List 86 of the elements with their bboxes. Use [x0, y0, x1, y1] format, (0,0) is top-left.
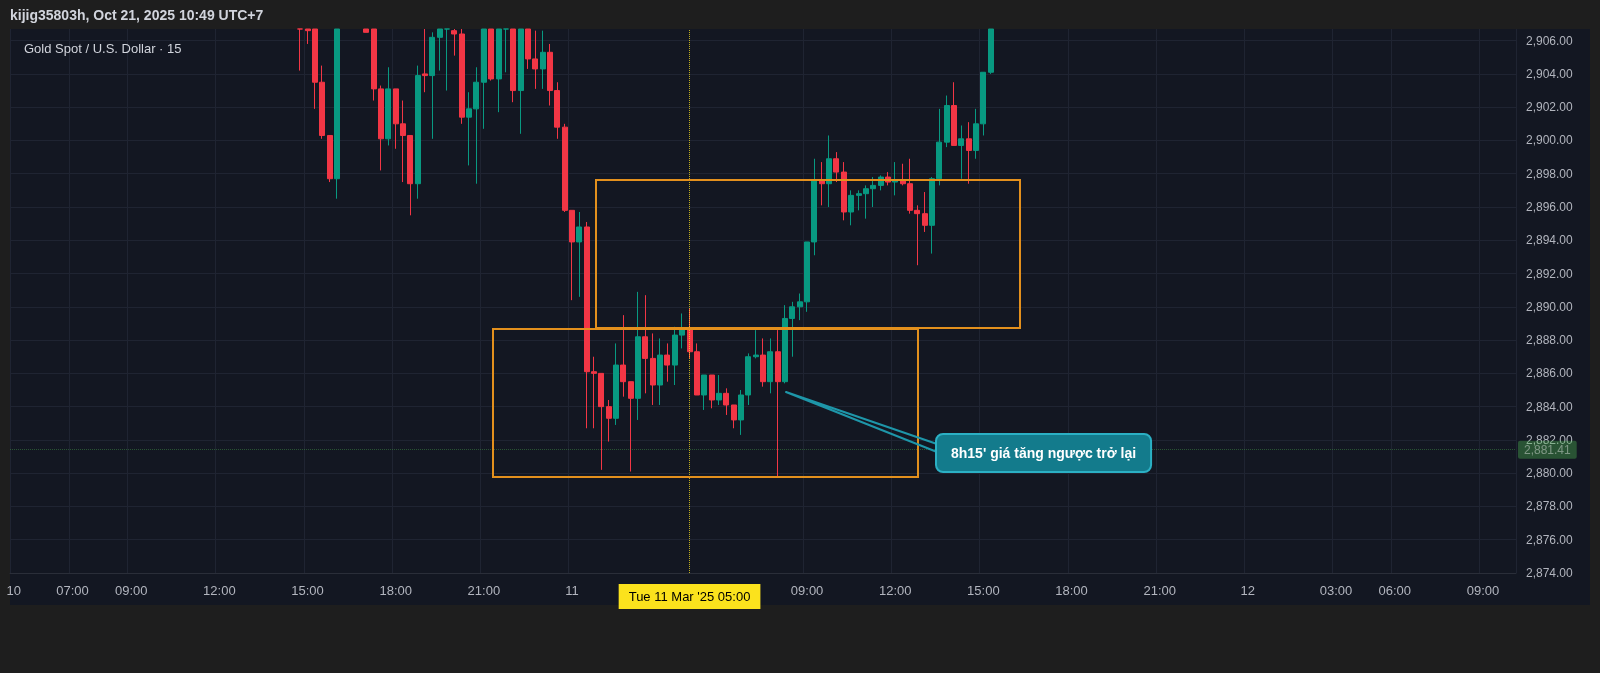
- candlestick: [848, 189, 854, 226]
- y-tick-label: 2,898.00: [1526, 166, 1574, 181]
- y-tick-label: 2,894.00: [1526, 233, 1574, 248]
- x-tick-label: 12:00: [203, 583, 236, 598]
- candlestick: [826, 134, 832, 208]
- candlestick: [731, 404, 737, 429]
- candlestick: [363, 28, 369, 33]
- x-tick-label: 10: [6, 583, 21, 598]
- candlestick: [496, 28, 502, 113]
- y-tick-label: 2,904.00: [1526, 66, 1574, 81]
- candlestick: [767, 337, 773, 394]
- y-tick-label: 2,874.00: [1526, 566, 1574, 580]
- candlestick: [385, 66, 391, 146]
- candlestick: [833, 151, 839, 183]
- y-tick-label: 2,906.00: [1526, 33, 1574, 48]
- candlestick: [657, 337, 663, 406]
- candlestick: [944, 95, 950, 148]
- candlestick: [437, 28, 443, 72]
- x-tick-label: 03:00: [1319, 583, 1353, 598]
- candlestick: [951, 81, 957, 146]
- candlestick: [664, 342, 670, 383]
- candlestick: [334, 28, 340, 200]
- candlestick: [488, 28, 494, 82]
- candlestick: [481, 28, 487, 130]
- candlestick: [327, 134, 333, 183]
- candlestick: [841, 161, 847, 221]
- candlestick: [723, 387, 729, 416]
- y-tick-label: 2,900.00: [1526, 133, 1574, 148]
- x-tick-label: 21:00: [467, 583, 501, 598]
- candlestick: [444, 28, 450, 92]
- candlestick: [613, 342, 619, 426]
- candlestick: [628, 381, 634, 473]
- y-tick-label: 2,880.00: [1526, 466, 1574, 481]
- candlestick: [459, 28, 465, 125]
- text: Gold Spot / U.S. Dollar · 15: [24, 41, 182, 56]
- x-tick-label: 18:00: [379, 583, 412, 598]
- annotation: 8h15' giá tăng ngược trở lại: [951, 445, 1137, 461]
- y-tick-label: 2,892.00: [1526, 266, 1574, 281]
- y-tick-label: 2,876.00: [1526, 532, 1574, 547]
- x-tick-label: 15:00: [291, 583, 324, 598]
- candlestick: [620, 314, 626, 398]
- candlestick: [760, 337, 766, 388]
- candlestick: [429, 31, 435, 140]
- x-tick-label: 12: [1240, 583, 1256, 598]
- candlestick: [297, 28, 303, 72]
- y-tick-label: 2,902.00: [1526, 100, 1574, 115]
- y-tick-label: 2,890.00: [1526, 299, 1574, 314]
- candlestick: [775, 329, 781, 478]
- x-tick-label: 09:00: [114, 583, 148, 598]
- x-tick-label: 11: [565, 583, 579, 598]
- candlestick: [576, 211, 582, 298]
- x-tick-label: 09:00: [790, 583, 824, 598]
- candlestick: [958, 124, 964, 180]
- candlestick: [606, 399, 612, 443]
- x-tick-label: 18:00: [1055, 583, 1088, 598]
- candlestick: [451, 28, 457, 57]
- candlestick: [709, 374, 715, 409]
- candlestick: [503, 28, 509, 73]
- candlestick: [415, 65, 421, 200]
- candlestick: [922, 191, 928, 233]
- x-tick-label: 21:00: [1143, 583, 1176, 598]
- y-tick-label: 2,878.00: [1526, 499, 1574, 514]
- x-tick-label: 12:00: [878, 583, 912, 598]
- candlestick: [716, 374, 722, 406]
- candlestick: [642, 294, 648, 394]
- y-tick-label: 2,884.00: [1526, 399, 1574, 414]
- candlestick: [510, 28, 516, 103]
- candlestick: [988, 28, 994, 75]
- x-tick-label: 15:00: [967, 583, 1000, 598]
- candlestick: [753, 329, 759, 359]
- x-tick-label: 09:00: [1466, 583, 1500, 598]
- y-tick-label: 2,896.00: [1526, 200, 1574, 215]
- candlestick: [701, 374, 707, 411]
- candlestick: [966, 121, 972, 185]
- candlestick: [540, 30, 546, 90]
- x-tick-label: 07:00: [56, 583, 89, 598]
- y-tick-label: 2,886.00: [1526, 366, 1574, 381]
- candlestick: [518, 28, 524, 135]
- candlestick: [819, 161, 825, 206]
- x-tick-label: 06:00: [1378, 583, 1412, 598]
- text: kijig35803h, Oct 21, 2025 10:49 UTC+7: [10, 7, 264, 23]
- x-tick-label: Tue 11 Mar '25 05:00: [628, 589, 751, 604]
- candlestick: [650, 332, 656, 406]
- y-tick-label: 2,888.00: [1526, 333, 1574, 348]
- candlestick: [635, 291, 641, 421]
- candlestick: [422, 28, 428, 93]
